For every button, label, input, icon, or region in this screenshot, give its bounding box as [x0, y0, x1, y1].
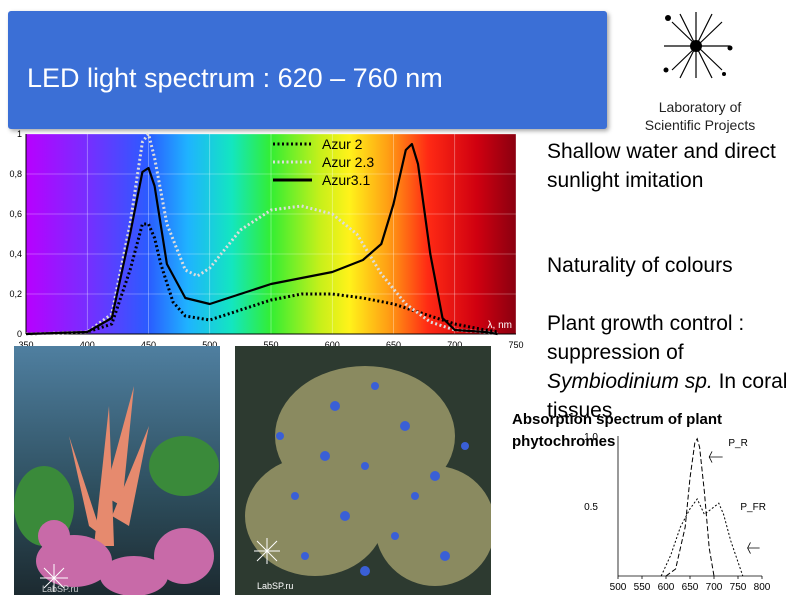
label-pr: P_R [728, 438, 747, 449]
spectrum-x-tick-label: 450 [141, 340, 156, 350]
slide-title: LED light spectrum : 620 – 760 nm [27, 63, 443, 93]
spectrum-x-tick-label: 400 [80, 340, 95, 350]
phytochrome-x-tick-label: 650 [682, 582, 699, 593]
bullet-species: Symbiodinium sp. [547, 370, 713, 393]
spectrum-y-tick-label: 1 [17, 130, 22, 139]
spectrum-x-tick-label: 650 [386, 340, 401, 350]
spectrum-y-tick-label: 0,2 [9, 289, 22, 299]
spectrum-series-line [25, 132, 498, 336]
spectrum-x-tick-label: 500 [202, 340, 217, 350]
spectrum-y-tick-label: 0 [17, 329, 22, 339]
phytochrome-series-line [660, 498, 744, 577]
spectrum-x-tick-label: 700 [447, 340, 462, 350]
legend-label: Azur 2.3 [322, 154, 374, 170]
spectrum-x-axis-label: λ, nm [488, 320, 512, 331]
phytochrome-y-tick-label: 1.0 [584, 432, 598, 443]
title-banner: LED light spectrum : 620 – 760 nm [8, 11, 607, 129]
phytochrome-x-tick-label: 750 [730, 582, 747, 593]
photo2-watermark: LabSP.ru [257, 581, 293, 591]
legend-label: Azur 2 [322, 136, 363, 152]
phytochrome-chart: 500 550 600 650 700 750 800 0.5 1.0 P_R P_FR [584, 432, 771, 593]
bullet-sunlight: Shallow water and direct sunlight imitat… [547, 140, 776, 192]
lab-name: Laboratory of Scientific Projects [644, 99, 756, 133]
coral-photo-left: LabSP.ru [14, 346, 220, 595]
spectrum-y-tick-label: 0,4 [9, 249, 22, 259]
phytochrome-series-line [665, 437, 715, 577]
bullet-growth-control: Plant growth control : suppression of Sy… [547, 309, 792, 425]
phytochrome-labels: P_R P_FR [708, 438, 766, 554]
bullet-list: Shallow water and direct sunlight imitat… [547, 137, 792, 195]
spectrum-series [25, 132, 498, 336]
phytochrome-x-tick-label: 700 [706, 582, 723, 593]
bullet-colours: Naturality of colours [547, 254, 733, 277]
phytochrome-series [660, 437, 744, 577]
label-pr-arrow [708, 451, 723, 463]
phytochrome-axes: 500 550 600 650 700 750 800 0.5 1.0 [584, 432, 771, 593]
spectrum-x-tick-label: 550 [263, 340, 278, 350]
spectrum-series-line [25, 142, 498, 336]
bullet-growth-prefix: Plant growth control : suppression of [547, 312, 745, 364]
legend-label: Azur3.1 [322, 172, 370, 188]
spectrum-axes: 350 400 450 500 550 600 650 700 750 0 0,2 0,4 0,6 0,8… [9, 130, 523, 350]
spectrum-x-tick-label: 600 [325, 340, 340, 350]
phytochrome-x-tick-label: 800 [754, 582, 771, 593]
label-pfr-arrow [747, 542, 760, 554]
spectrum-y-tick-label: 0,8 [9, 169, 22, 179]
spectrum-x-tick-label: 350 [18, 340, 33, 350]
phytochrome-x-tick-label: 500 [610, 582, 627, 593]
spectrum-x-tick-label: 750 [508, 340, 523, 350]
spectrum-legend: Azur 2 Azur 2.3 Azur3.1 [273, 136, 374, 188]
phytochrome-x-tick-label: 550 [634, 582, 651, 593]
phytochrome-x-tick-label: 600 [658, 582, 675, 593]
bullet-growth-suffix: In coral tissues [547, 370, 788, 422]
photo1-watermark: LabSP.ru [42, 584, 78, 594]
phytochrome-chart-title: Absorption spectrum of plant phytochrome… [512, 411, 722, 450]
lab-logo [663, 12, 733, 79]
led-spectrum-chart: 350 400 450 500 550 600 650 700 750 0 0,2 0,4 0,6 0,8… [9, 130, 523, 350]
phytochrome-y-tick-label: 0.5 [584, 502, 598, 513]
label-pfr: P_FR [740, 502, 766, 513]
spectrum-y-tick-label: 0,6 [9, 209, 22, 219]
coral-photo-right: LabSP.ru [235, 346, 491, 595]
